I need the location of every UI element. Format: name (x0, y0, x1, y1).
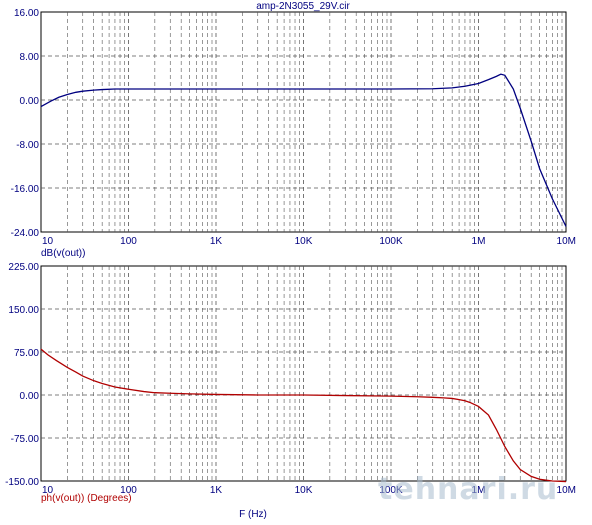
x-tick-label: 100K (379, 485, 403, 496)
series-line (40, 348, 567, 483)
x-tick-label: 100 (120, 236, 137, 247)
x-tick-label: 10M (557, 485, 576, 496)
y-tick-label: 0.00 (20, 96, 40, 107)
x-tick-label: 1M (472, 485, 486, 496)
watermark: tehnari.ru (378, 472, 558, 507)
y-tick-label: 8.00 (20, 52, 40, 63)
y-tick-label: -16.00 (11, 184, 40, 195)
y-tick-label: 0.00 (20, 391, 40, 402)
magnitude-y-label: dB(v(out)) (41, 248, 85, 259)
x-tick-label: 1K (210, 236, 223, 247)
x-axis-label: F (Hz) (239, 509, 267, 520)
y-tick-label: 225.00 (8, 262, 39, 273)
y-tick-label: 75.00 (14, 348, 39, 359)
x-tick-label: 10 (42, 236, 54, 247)
x-tick-label: 10M (557, 236, 576, 247)
phase-y-label: ph(v(out)) (Degrees) (41, 493, 132, 504)
y-tick-label: -75.00 (11, 434, 40, 445)
x-tick-label: 1M (472, 236, 486, 247)
y-tick-label: -24.00 (11, 228, 40, 239)
x-tick-label: 10K (295, 485, 313, 496)
y-tick-label: 16.00 (14, 8, 39, 19)
x-tick-label: 1K (210, 485, 223, 496)
series-line (40, 73, 567, 227)
y-tick-label: 150.00 (8, 305, 39, 316)
x-tick-label: 10 (42, 485, 54, 496)
x-tick-label: 10K (295, 236, 313, 247)
x-tick-label: 100 (120, 485, 137, 496)
chart-title: amp-2N3055_29V.cir (256, 1, 350, 12)
y-tick-label: -150.00 (5, 477, 39, 488)
x-tick-label: 100K (379, 236, 403, 247)
y-tick-label: -8.00 (16, 140, 39, 151)
plot-frame (40, 11, 567, 233)
